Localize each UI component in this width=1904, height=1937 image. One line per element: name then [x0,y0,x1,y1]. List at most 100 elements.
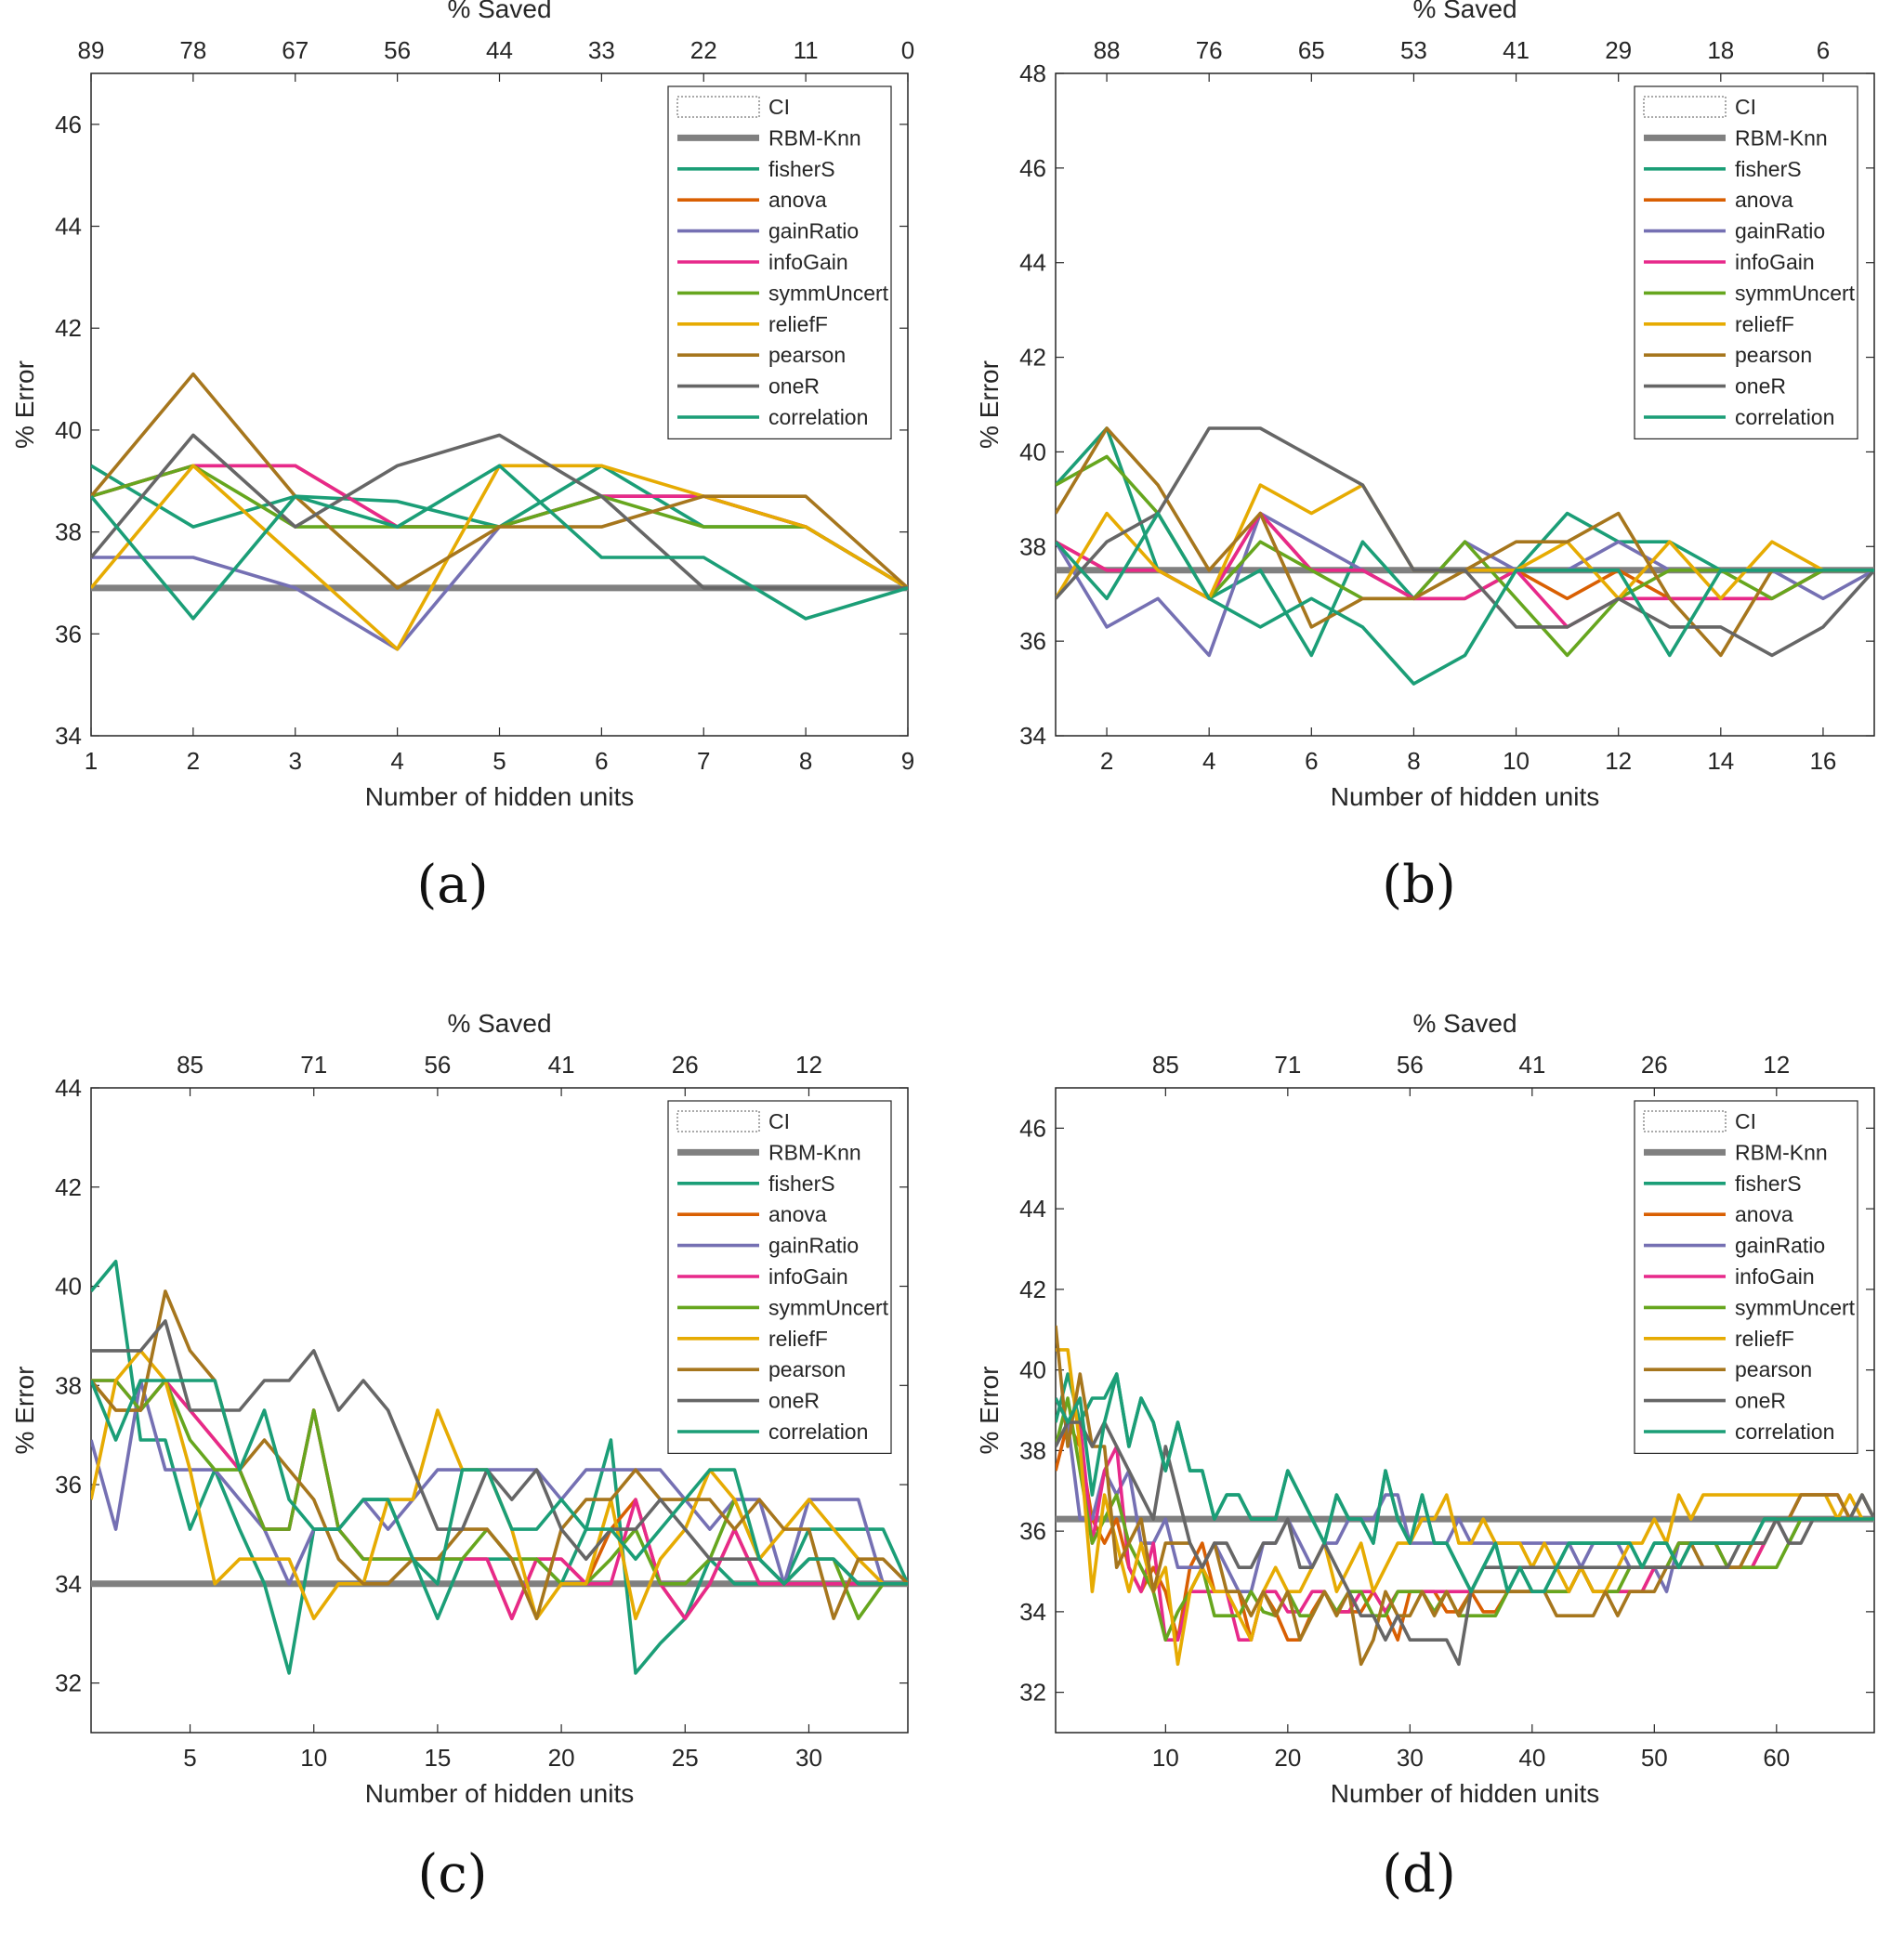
y-tick-label: 44 [55,1074,82,1102]
legend-label-RBM-Knn: RBM-Knn [1735,1140,1828,1164]
series-line-correlation [91,1379,908,1586]
x-tick-label: 16 [1809,747,1836,775]
x-tick-label: 8 [1407,747,1420,775]
top-tick-label: 56 [424,1051,451,1079]
top-tick-label: 67 [282,36,309,64]
legend-label-anova: anova [768,1202,827,1226]
y-tick-label: 40 [55,416,82,444]
y-tick-label: 34 [55,1570,82,1598]
y-tick-label: 44 [1019,249,1046,277]
x-tick-label: 25 [672,1744,699,1772]
series-line-pearson [91,372,908,590]
top-axis-label: % Saved [447,1009,551,1038]
top-tick-label: 56 [1397,1051,1424,1079]
legend-label-pearson: pearson [1735,1357,1812,1381]
x-tick-label: 1 [85,747,98,775]
legend-label-fisherS: fisherS [1735,157,1802,181]
x-tick-label: 30 [795,1744,822,1772]
y-axis-label: % Error [10,1367,39,1455]
top-tick-label: 76 [1196,36,1223,64]
x-tick-label: 12 [1605,747,1632,775]
top-tick-label: 85 [1152,1051,1179,1079]
y-tick-label: 36 [55,1471,82,1499]
top-tick-label: 12 [1763,1051,1790,1079]
top-tick-label: 41 [1518,1051,1545,1079]
legend-label-CI: CI [768,95,790,119]
y-tick-label: 40 [55,1273,82,1301]
top-tick-label: 12 [795,1051,822,1079]
x-tick-label: 5 [183,1744,196,1772]
legend-label-reliefF: reliefF [768,312,828,336]
chart-panel-a: 1 2 3 4 5 6 7 8 989 78 67 56 44 33 22 11 034363840424446… [10,0,914,811]
y-tick-label: 38 [55,1371,82,1399]
x-axis-label: Number of hidden units [1331,1779,1600,1808]
top-axis-label: % Saved [1412,1009,1517,1038]
y-axis-label: % Error [975,1367,1004,1455]
y-tick-label: 42 [1019,344,1046,372]
y-tick-label: 44 [55,213,82,241]
y-axis-label: % Error [975,360,1004,449]
x-tick-label: 10 [1503,747,1530,775]
y-tick-label: 46 [1019,1114,1046,1142]
legend-label-gainRatio: gainRatio [768,219,859,243]
y-tick-label: 36 [1019,627,1046,655]
panel-caption-d: (d) [1382,1844,1456,1904]
top-tick-label: 53 [1400,36,1427,64]
top-tick-label: 6 [1817,36,1830,64]
x-tick-label: 10 [300,1744,327,1772]
top-tick-label: 89 [78,36,105,64]
chart-panel-c: 5 10 15 20 25 30 85 71 56 41 26 12 32 34 36 38 40 42 44 Num… [10,1009,909,1808]
y-tick-label: 36 [55,620,82,648]
legend-swatch-ci [676,96,760,118]
y-tick-label: 48 [1019,59,1046,87]
legend-label-symmUncert: symmUncert [1735,1295,1856,1319]
top-tick-label: 29 [1605,36,1632,64]
x-tick-label: 4 [1202,747,1215,775]
x-tick-label: 5 [492,747,506,775]
legend-label-correlation: correlation [768,405,868,429]
x-tick-label: 15 [424,1744,451,1772]
x-tick-label: 10 [1152,1744,1179,1772]
y-tick-label: 38 [55,518,82,546]
top-tick-label: 78 [179,36,206,64]
x-axis-label: Number of hidden units [1331,782,1600,811]
x-tick-label: 6 [595,747,608,775]
series-group [91,372,908,651]
y-tick-label: 32 [1019,1679,1046,1707]
legend-label-infoGain: infoGain [768,1264,848,1289]
top-axis-label: % Saved [1412,0,1517,23]
series-line-reliefF [1056,1348,1874,1667]
legend-swatch-ci [676,1110,760,1132]
y-tick-label: 40 [1019,438,1046,465]
chart-panel-d: 10 20 30 40 50 60 85 71 56 41 26 12 32 34 36 38 40 42 44 46… [975,1009,1875,1808]
y-tick-label: 38 [1019,532,1046,560]
y-tick-label: 36 [1019,1517,1046,1545]
panel-caption-a: (a) [416,855,489,915]
legend-label-gainRatio: gainRatio [1735,1234,1825,1258]
x-tick-label: 3 [289,747,302,775]
legend-swatch-ci [1643,96,1727,118]
legend-label-anova: anova [1735,188,1793,212]
legend-label-fisherS: fisherS [768,157,835,181]
legend-label-correlation: correlation [1735,405,1834,429]
y-tick-label: 40 [1019,1356,1046,1384]
x-tick-label: 6 [1305,747,1318,775]
top-tick-label: 18 [1707,36,1734,64]
x-axis-label: Number of hidden units [365,782,635,811]
series-group [91,1259,908,1675]
legend-label-symmUncert: symmUncert [768,1295,889,1319]
panel-caption-b: (b) [1382,855,1456,915]
x-tick-label: 9 [901,747,914,775]
y-axis-label: % Error [10,360,39,449]
y-tick-label: 34 [55,722,82,750]
legend-label-fisherS: fisherS [1735,1171,1802,1196]
legend-label-fisherS: fisherS [768,1171,835,1196]
series-group [1056,426,1874,686]
legend-label-correlation: correlation [768,1420,868,1444]
top-tick-label: 26 [1641,1051,1668,1079]
legend-label-pearson: pearson [768,1357,846,1381]
legend-label-anova: anova [768,188,827,212]
legend-swatch-ci [1643,1110,1727,1132]
x-tick-label: 8 [799,747,812,775]
